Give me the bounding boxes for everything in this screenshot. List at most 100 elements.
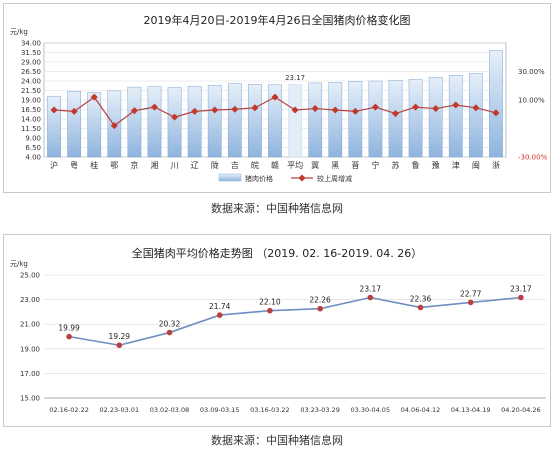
- chart2-line-point: [317, 305, 323, 312]
- chart1-line-point: [371, 103, 379, 111]
- chart2-y-tick-label: 21.00: [20, 321, 40, 329]
- chart1-x-tick-label: 京: [130, 160, 138, 170]
- chart2-x-tick-label: 04.06-04.12: [401, 406, 441, 414]
- chart1-bar: [308, 82, 323, 158]
- chart1-x-tick-label: 晋: [351, 161, 359, 170]
- chart1-y-tick-label: 11.50: [21, 125, 41, 133]
- chart1-x-tick-label: 宁: [371, 160, 379, 170]
- chart1-x-tick-label: 赣: [271, 160, 279, 170]
- chart1-line-point: [391, 110, 400, 118]
- chart1-line-point: [90, 93, 98, 101]
- chart2-line-point: [417, 304, 424, 311]
- chart1-y-tick-label: 29.00: [21, 59, 41, 67]
- chart1-y-tick-label: 34.00: [21, 40, 41, 48]
- chart2-y-tick-label: 25.00: [20, 272, 40, 280]
- chart1-line-point: [492, 109, 500, 117]
- chart1-x-tick-label: 陇: [211, 160, 219, 170]
- average-price-trend-panel: 全国猪肉平均价格走势图 （2019. 02. 16-2019. 04. 26） …: [3, 234, 551, 427]
- chart1-x-tick-label: 鲁: [412, 160, 420, 170]
- chart1-bar: [348, 81, 363, 158]
- legend-bar-swatch: [218, 173, 242, 182]
- chart2-data-label: 22.36: [410, 294, 432, 303]
- chart2-x-tick-label: 03.30-04.05: [351, 406, 391, 414]
- chart2-x-tick-label: 03.23-03.29: [300, 406, 340, 414]
- chart2-line-point: [518, 294, 524, 301]
- chart2-x-tick-label: 02.23-03.01: [100, 406, 140, 414]
- chart2-data-label: 22.26: [309, 296, 331, 305]
- chart1-x-tick-label: 平均: [287, 160, 303, 170]
- chart1-bar: [127, 86, 142, 158]
- chart1-x-tick-label: 黑: [331, 161, 339, 170]
- chart1-line-point: [150, 103, 159, 111]
- chart1-bar: [87, 92, 102, 158]
- chart2-line-point: [66, 333, 72, 340]
- chart2-x-tick-label: 03.09-03.15: [200, 406, 240, 414]
- chart1-line-point: [211, 106, 219, 114]
- chart2-line-point: [116, 342, 123, 349]
- chart1-bar: [428, 76, 443, 158]
- chart1-x-tick-label: 苏: [392, 160, 400, 170]
- average-price-trend-chart: 全国猪肉平均价格走势图 （2019. 02. 16-2019. 04. 26） …: [10, 246, 546, 414]
- chart1-y-tick-label: 31.50: [21, 49, 41, 57]
- chart1-line-point: [331, 106, 339, 114]
- chart1-bar: [227, 83, 242, 158]
- chart1-y-tick-label: 19.00: [21, 97, 41, 105]
- chart1-line-point: [231, 105, 239, 113]
- chart2-data-label: 19.29: [109, 332, 131, 341]
- chart2-x-tick-label: 03.16-03.22: [250, 406, 290, 414]
- chart1-x-tick-label: 吉: [231, 161, 239, 170]
- chart1-bar: [288, 83, 302, 158]
- chart1-bar: [248, 84, 262, 158]
- chart2-data-label: 19.99: [58, 324, 80, 333]
- chart1-line-point: [351, 107, 359, 115]
- chart1-line-point: [311, 105, 319, 113]
- chart1-bar: [468, 73, 483, 158]
- chart1-line-point: [291, 106, 299, 114]
- legend-line-label: 较上周增减: [317, 174, 352, 183]
- chart2-ylabel: 元/kg: [10, 260, 28, 268]
- price-change-chart-panel: 2019年4月20日-2019年4月26日全国猪肉价格变化图 元/kg 4.00…: [3, 3, 551, 193]
- chart2-y-tick-label: 23.00: [20, 296, 40, 304]
- chart2-price-line: [68, 296, 521, 347]
- chart1-bar: [207, 84, 222, 158]
- chart1-bar: [147, 86, 162, 158]
- chart1-line-point: [70, 107, 78, 115]
- chart1-bar: [489, 50, 503, 158]
- chart2-x-tick-label: 04.20-04.26: [501, 406, 541, 414]
- chart1-bar: [47, 95, 61, 158]
- chart2-line-point: [367, 294, 374, 301]
- chart2-x-tick-label: 03.02-03.08: [150, 406, 190, 414]
- chart1-y-tick-label: 4.00: [25, 154, 41, 162]
- chart1-y2-tick-label: -30.00%: [518, 154, 548, 162]
- chart1-x-tick-label: 闽: [472, 161, 480, 170]
- chart1-x-tick-label: 鄂: [110, 161, 118, 170]
- chart1-bar: [408, 79, 423, 158]
- chart1-y-tick-label: 16.50: [21, 106, 41, 114]
- chart1-line-point: [191, 107, 199, 115]
- chart1-bar: [167, 87, 182, 158]
- chart2-line-point: [467, 299, 474, 306]
- chart2-data-label: 20.32: [159, 320, 181, 329]
- chart1-bar: [187, 86, 202, 158]
- chart2-y-tick-label: 19.00: [20, 345, 40, 353]
- chart1-x-tick-label: 川: [171, 161, 179, 170]
- chart1-line-point: [432, 105, 440, 113]
- chart1-x-tick-label: 桂: [90, 160, 98, 170]
- chart1-line-point: [472, 104, 480, 112]
- chart2-y-tick-label: 17.00: [20, 370, 40, 378]
- chart1-x-tick-label: 津: [452, 160, 460, 170]
- chart1-data-label: 23.17: [285, 74, 305, 82]
- chart1-x-tick-label: 辽: [191, 161, 199, 170]
- chart1-bar: [268, 84, 282, 158]
- chart2-data-label: 21.74: [209, 302, 231, 311]
- chart1-y-tick-label: 26.50: [21, 68, 41, 76]
- chart1-bar: [448, 75, 463, 158]
- legend-line-marker: [298, 174, 306, 182]
- chart1-bar: [388, 79, 403, 158]
- chart1-line-point: [110, 122, 118, 130]
- chart1-x-tick-label: 豫: [432, 160, 440, 170]
- source-note-2: 数据来源：中国种猪信息网: [211, 434, 343, 447]
- chart1-y-tick-label: 24.00: [21, 78, 41, 86]
- chart1-bar: [328, 82, 343, 158]
- chart2-line-point: [166, 329, 173, 336]
